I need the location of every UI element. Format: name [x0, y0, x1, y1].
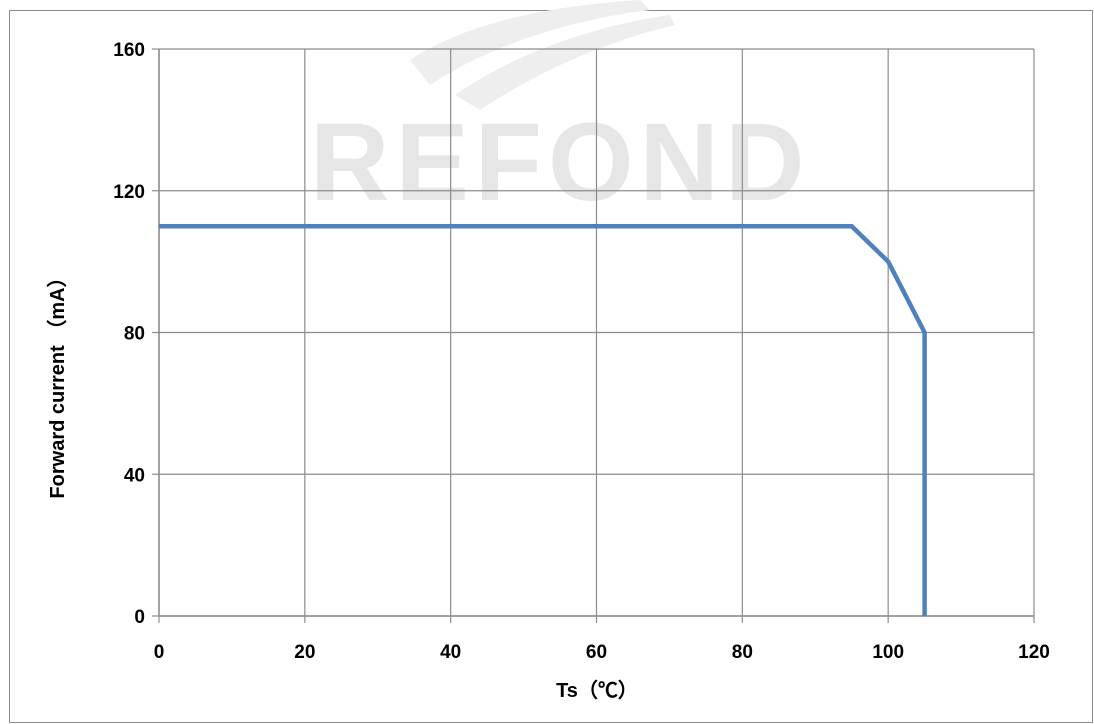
series-line: [159, 223, 927, 616]
x-axis-title: Ts（℃）: [556, 679, 638, 702]
x-tick-labels: 0 20 40 60 80 100 120: [154, 642, 1050, 663]
chart-frame: [9, 10, 1093, 723]
x-tick-label: 120: [1018, 642, 1050, 663]
axes: [152, 48, 1035, 623]
y-axis-title: Forward current （mA）: [46, 267, 69, 498]
x-tick-label: 60: [586, 642, 607, 663]
y-tick-labels: 0 40 80 120 160: [113, 40, 145, 628]
grid: [158, 48, 1035, 617]
watermark-text: REFOND: [310, 101, 810, 224]
x-tick-label: 40: [440, 642, 461, 663]
series-group: [159, 223, 927, 616]
y-tick-label: 0: [134, 607, 145, 628]
x-tick-label: 0: [154, 642, 165, 663]
y-tick-label: 80: [124, 324, 145, 345]
y-tick-label: 120: [113, 182, 145, 203]
x-tick-label: 100: [872, 642, 904, 663]
watermark-logo: REFOND: [310, 0, 810, 224]
y-tick-label: 160: [113, 40, 145, 61]
x-tick-label: 20: [294, 642, 315, 663]
y-tick-label: 40: [124, 465, 145, 486]
x-tick-label: 80: [732, 642, 753, 663]
